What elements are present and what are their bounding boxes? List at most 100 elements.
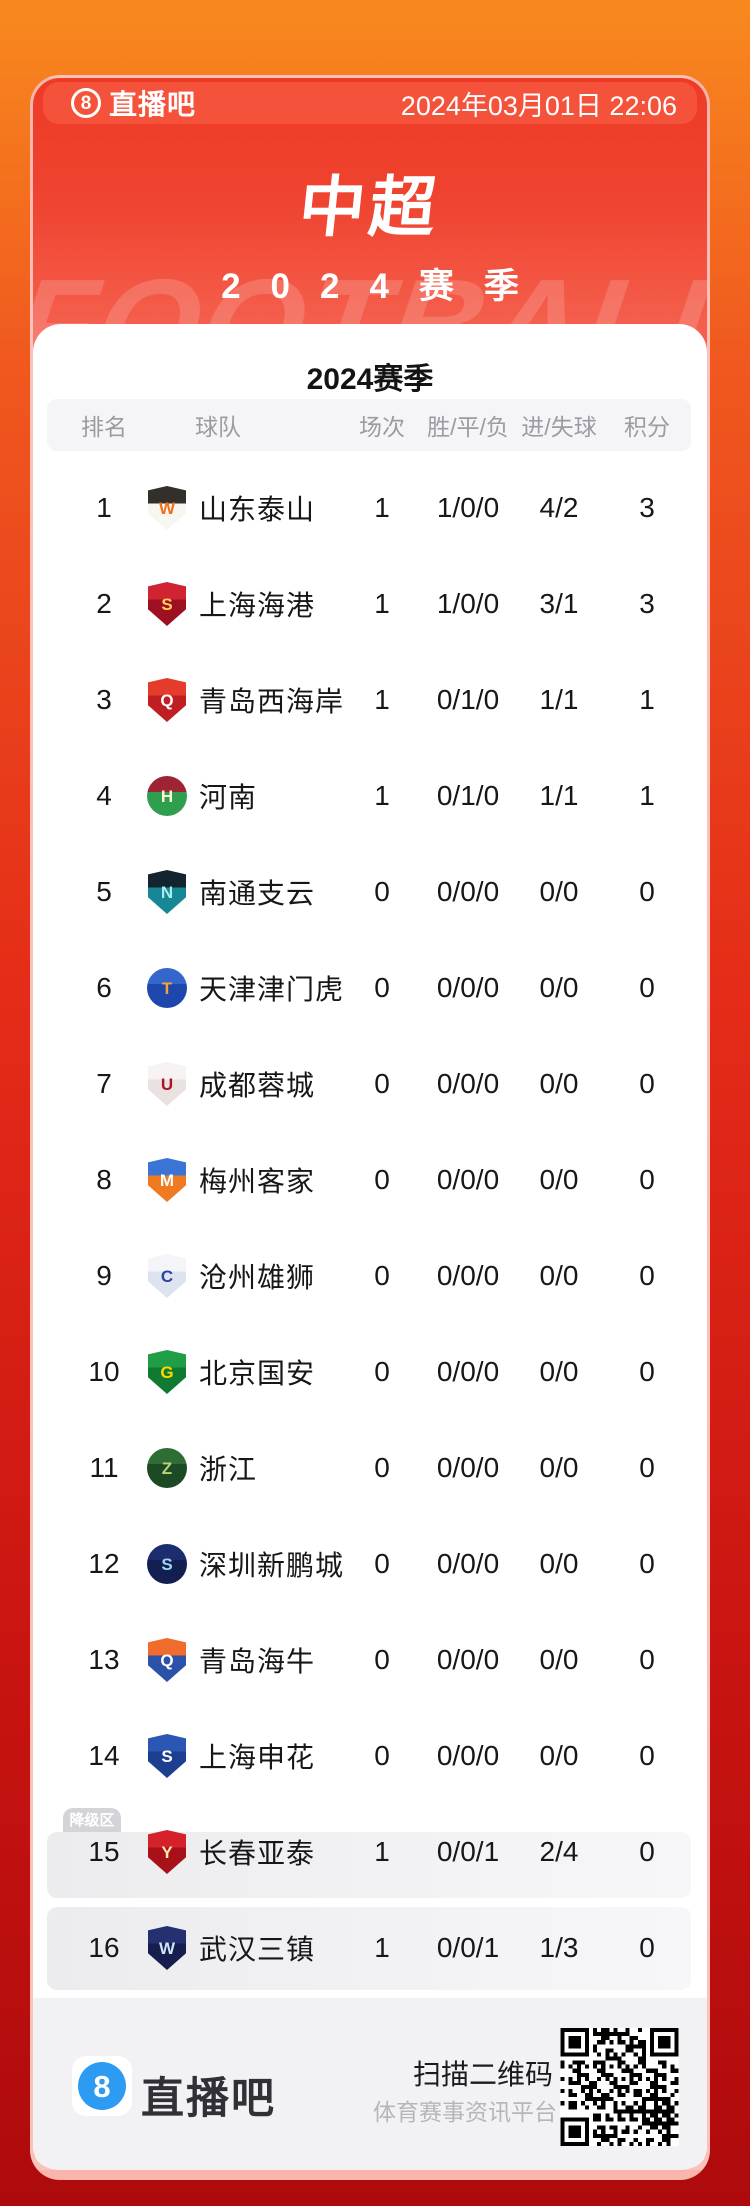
- column-header-points: 积分: [624, 414, 670, 440]
- team-logo: T: [147, 968, 187, 1008]
- points-cell: 0: [639, 1644, 655, 1675]
- table-rows: 1 W 山东泰山 1 1/0/0 4/2 3 2 S 上海海港 1 1/0/0 …: [33, 460, 707, 1996]
- team-logo: Z: [147, 1448, 187, 1488]
- team-name-cell: 北京国安: [199, 1358, 316, 1389]
- table-row: 5 N 南通支云 0 0/0/0 0/0 0: [33, 844, 707, 940]
- win-draw-loss-cell: 0/0/1: [436, 1836, 500, 1867]
- played-cell: 0: [374, 1644, 390, 1675]
- table-row: 12 S 深圳新鹏城 0 0/0/0 0/0 0: [33, 1516, 707, 1612]
- win-draw-loss-cell: 0/0/0: [436, 1356, 500, 1387]
- played-cell: 0: [374, 876, 390, 907]
- rank-cell: 6: [96, 972, 112, 1003]
- rank-cell: 9: [96, 1260, 112, 1291]
- win-draw-loss-cell: 1/0/0: [436, 588, 500, 619]
- goals-cell: 1/1: [539, 684, 579, 715]
- team-name-cell: 天津津门虎: [199, 974, 345, 1005]
- zhibo8-logo-icon: 8: [71, 88, 101, 118]
- rank-cell: 14: [88, 1740, 120, 1771]
- footer-logo-tile: 8: [72, 2056, 132, 2116]
- points-cell: 0: [639, 1452, 655, 1483]
- team-logo-glyph: U: [160, 1074, 174, 1094]
- points-cell: 0: [639, 1260, 655, 1291]
- team-logo-glyph: S: [161, 1746, 173, 1766]
- table-row: 4 H 河南 1 0/1/0 1/1 1: [33, 748, 707, 844]
- column-header-team: 球队: [195, 414, 241, 440]
- played-cell: 0: [374, 1164, 390, 1195]
- team-name-cell: 武汉三镇: [199, 1934, 316, 1965]
- team-logo: S: [147, 1544, 187, 1584]
- footer-logo-number: 8: [93, 2068, 111, 2104]
- points-cell: 0: [639, 1068, 655, 1099]
- goals-cell: 0/0: [539, 1356, 579, 1387]
- table-row: 9 C 沧州雄狮 0 0/0/0 0/0 0: [33, 1228, 707, 1324]
- played-cell: 1: [374, 1836, 390, 1867]
- win-draw-loss-cell: 0/1/0: [436, 780, 500, 811]
- table-row: 14 S 上海申花 0 0/0/0 0/0 0: [33, 1708, 707, 1804]
- played-cell: 0: [374, 1740, 390, 1771]
- played-cell: 1: [374, 1932, 390, 1963]
- team-logo: M: [148, 1158, 186, 1202]
- goals-cell: 4/2: [539, 492, 579, 523]
- team-logo-glyph: S: [161, 1554, 173, 1574]
- rank-cell: 13: [88, 1644, 120, 1675]
- goals-cell: 0/0: [539, 1164, 579, 1195]
- standings-panel: 2024赛季 排名 球队 场次 胜/平/负 进/失球 积分 1 W 山东泰山 1…: [33, 324, 707, 2170]
- team-logo-glyph: M: [159, 1170, 175, 1190]
- played-cell: 1: [374, 492, 390, 523]
- table-row: 11 Z 浙江 0 0/0/0 0/0 0: [33, 1420, 707, 1516]
- goals-cell: 0/0: [539, 1548, 579, 1579]
- table-header-row: 排名 球队 场次 胜/平/负 进/失球 积分: [47, 399, 691, 451]
- played-cell: 0: [374, 1068, 390, 1099]
- rank-cell: 12: [88, 1548, 120, 1579]
- relegation-row-background: [47, 1907, 691, 1990]
- table-row: 1 W 山东泰山 1 1/0/0 4/2 3: [33, 460, 707, 556]
- team-logo-glyph: T: [161, 978, 173, 998]
- win-draw-loss-cell: 0/0/0: [436, 1548, 500, 1579]
- team-name-cell: 沧州雄狮: [199, 1262, 316, 1293]
- table-row: 6 T 天津津门虎 0 0/0/0 0/0 0: [33, 940, 707, 1036]
- scan-qr-label: 扫描二维码: [412, 2059, 554, 2090]
- win-draw-loss-cell: 1/0/0: [436, 492, 500, 523]
- table-row: 10 G 北京国安 0 0/0/0 0/0 0: [33, 1324, 707, 1420]
- points-cell: 0: [639, 1932, 655, 1963]
- win-draw-loss-cell: 0/0/0: [436, 972, 500, 1003]
- table-row: 13 Q 青岛海牛 0 0/0/0 0/0 0: [33, 1612, 707, 1708]
- played-cell: 0: [374, 1260, 390, 1291]
- win-draw-loss-cell: 0/0/1: [436, 1932, 500, 1963]
- page-title: 中超: [295, 170, 444, 244]
- points-cell: 0: [639, 1836, 655, 1867]
- table-row: 3 Q 青岛西海岸 1 0/1/0 1/1 1: [33, 652, 707, 748]
- zhibo8-logo-number: 8: [80, 92, 92, 114]
- qr-code: [560, 2028, 679, 2146]
- played-cell: 1: [374, 780, 390, 811]
- points-cell: 3: [639, 588, 655, 619]
- rank-cell: 15: [88, 1836, 120, 1867]
- column-header-played: 场次: [359, 414, 405, 440]
- relegation-row-background: [47, 1832, 691, 1898]
- team-logo: G: [148, 1350, 186, 1394]
- team-name-cell: 成都蓉城: [199, 1070, 316, 1101]
- column-header-rank: 排名: [81, 414, 127, 440]
- standings-card: 8 直播吧 2024年03月01日 22:06 FOOTBALL 中超 2024…: [30, 75, 710, 2180]
- points-cell: 0: [639, 1356, 655, 1387]
- team-logo: S: [148, 582, 186, 626]
- played-cell: 0: [374, 1452, 390, 1483]
- team-name-cell: 青岛海牛: [199, 1646, 316, 1677]
- goals-cell: 1/3: [539, 1932, 579, 1963]
- win-draw-loss-cell: 0/1/0: [436, 684, 500, 715]
- goals-cell: 0/0: [539, 972, 579, 1003]
- win-draw-loss-cell: 0/0/0: [436, 1260, 500, 1291]
- team-logo-glyph: C: [160, 1266, 174, 1286]
- rank-cell: 1: [96, 492, 112, 523]
- table-row: 15 Y 长春亚泰 1 0/0/1 2/4 0: [33, 1804, 707, 1900]
- played-cell: 0: [374, 1548, 390, 1579]
- team-name-cell: 山东泰山: [199, 494, 316, 525]
- team-name-cell: 上海海港: [199, 590, 316, 621]
- win-draw-loss-cell: 0/0/0: [436, 1644, 500, 1675]
- points-cell: 0: [639, 1548, 655, 1579]
- table-row: 7 U 成都蓉城 0 0/0/0 0/0 0: [33, 1036, 707, 1132]
- team-name-cell: 梅州客家: [199, 1166, 316, 1197]
- brand-name: 直播吧: [109, 89, 197, 120]
- table-row: 8 M 梅州客家 0 0/0/0 0/0 0: [33, 1132, 707, 1228]
- timestamp: 2024年03月01日 22:06: [400, 90, 677, 121]
